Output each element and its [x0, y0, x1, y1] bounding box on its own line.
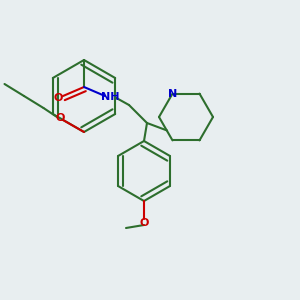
Text: O: O	[55, 113, 65, 124]
Text: NH: NH	[101, 92, 120, 103]
Text: O: O	[139, 218, 149, 229]
Text: O: O	[54, 93, 63, 103]
Text: N: N	[168, 88, 177, 99]
